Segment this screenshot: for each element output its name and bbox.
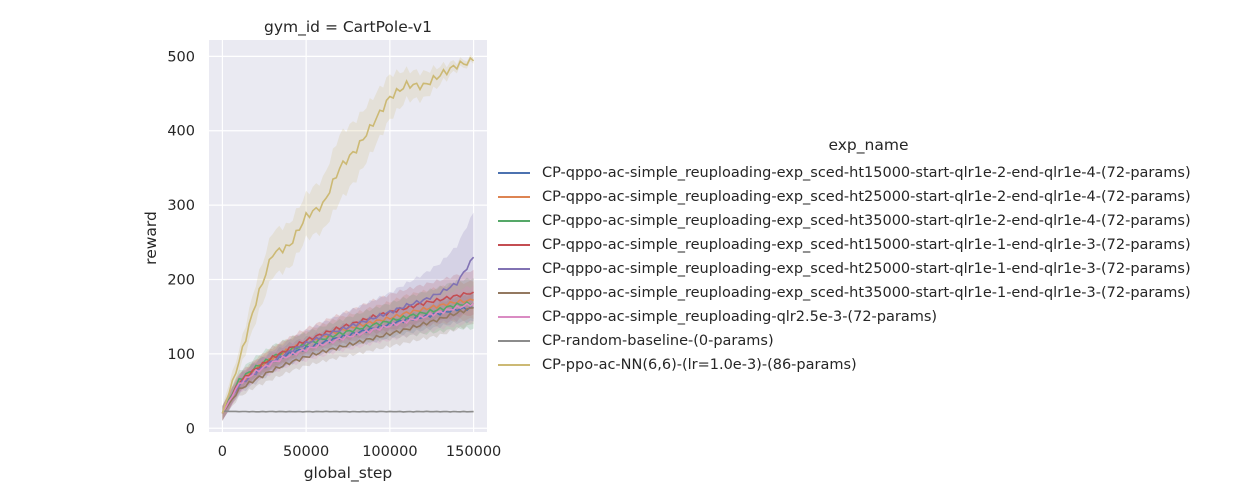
legend-item: CP-qppo-ac-simple_reuploading-exp_sced-h… [496, 233, 1236, 257]
series-lines [221, 56, 475, 414]
y-tick-label: 500 [167, 49, 195, 65]
y-axis-label: reward [142, 211, 160, 265]
legend-item: CP-qppo-ac-simple_reuploading-exp_sced-h… [496, 161, 1236, 185]
legend-swatch [498, 172, 530, 174]
legend-swatch [498, 196, 530, 198]
legend-label: CP-random-baseline-(0-params) [542, 333, 774, 349]
x-tick-label: 150000 [446, 444, 501, 460]
y-tick-label: 300 [167, 198, 195, 214]
legend-item: CP-qppo-ac-simple_reuploading-exp_sced-h… [496, 209, 1236, 233]
y-tick-label: 100 [167, 347, 195, 363]
legend-label: CP-qppo-ac-simple_reuploading-qlr2.5e-3-… [542, 309, 938, 325]
legend-item: CP-qppo-ac-simple_reuploading-exp_sced-h… [496, 257, 1236, 281]
series-band [222, 291, 474, 420]
y-tick-label: 200 [167, 273, 195, 289]
legend-swatch [498, 316, 530, 318]
legend-swatch [498, 268, 530, 270]
legend-swatch [498, 220, 530, 222]
y-tick-label: 400 [167, 124, 195, 140]
series-band [222, 293, 474, 421]
x-tick-label: 100000 [362, 444, 417, 460]
legend-item: CP-qppo-ac-simple_reuploading-exp_sced-h… [496, 185, 1236, 209]
chart-title: gym_id = CartPole-v1 [264, 18, 432, 37]
x-tick-label: 50000 [283, 444, 329, 460]
series-band [222, 212, 474, 421]
series-line [221, 307, 474, 414]
legend-title: exp_name [828, 136, 909, 154]
legend: exp_name CP-qppo-ac-simple_reuploading-e… [496, 135, 1236, 377]
series-line [221, 56, 475, 414]
grid-lines [209, 40, 487, 432]
legend-label: CP-ppo-ac-NN(6,6)-(lr=1.0e-3)-(86-params… [542, 357, 857, 373]
legend-swatch [498, 364, 530, 366]
legend-label: CP-qppo-ac-simple_reuploading-exp_sced-h… [542, 261, 1191, 277]
legend-swatch [498, 244, 530, 246]
legend-items: CP-qppo-ac-simple_reuploading-exp_sced-h… [496, 161, 1236, 377]
legend-label: CP-qppo-ac-simple_reuploading-exp_sced-h… [542, 165, 1191, 181]
legend-item: CP-ppo-ac-NN(6,6)-(lr=1.0e-3)-(86-params… [496, 353, 1236, 377]
series-line [221, 302, 475, 414]
series-line [221, 291, 474, 414]
legend-label: CP-qppo-ac-simple_reuploading-exp_sced-h… [542, 237, 1191, 253]
series-band [222, 54, 474, 421]
legend-item: CP-qppo-ac-simple_reuploading-qlr2.5e-3-… [496, 305, 1236, 329]
x-tick-label: 0 [218, 444, 227, 460]
legend-label: CP-qppo-ac-simple_reuploading-exp_sced-h… [542, 213, 1191, 229]
legend-label: CP-qppo-ac-simple_reuploading-exp_sced-h… [542, 285, 1191, 301]
y-tick-labels: 0 100 200 300 400 500 [167, 49, 195, 437]
x-axis-label: global_step [304, 464, 393, 483]
legend-swatch [498, 292, 530, 294]
legend-label: CP-qppo-ac-simple_reuploading-exp_sced-h… [542, 189, 1191, 205]
legend-swatch [498, 340, 530, 342]
y-tick-label: 0 [186, 421, 195, 437]
legend-item: CP-random-baseline-(0-params) [496, 329, 1236, 353]
series-line [222, 410, 474, 413]
series-line [221, 301, 474, 414]
x-tick-labels: 0 50000 100000 150000 [218, 444, 502, 460]
legend-item: CP-qppo-ac-simple_reuploading-exp_sced-h… [496, 281, 1236, 305]
series-band [222, 269, 474, 421]
